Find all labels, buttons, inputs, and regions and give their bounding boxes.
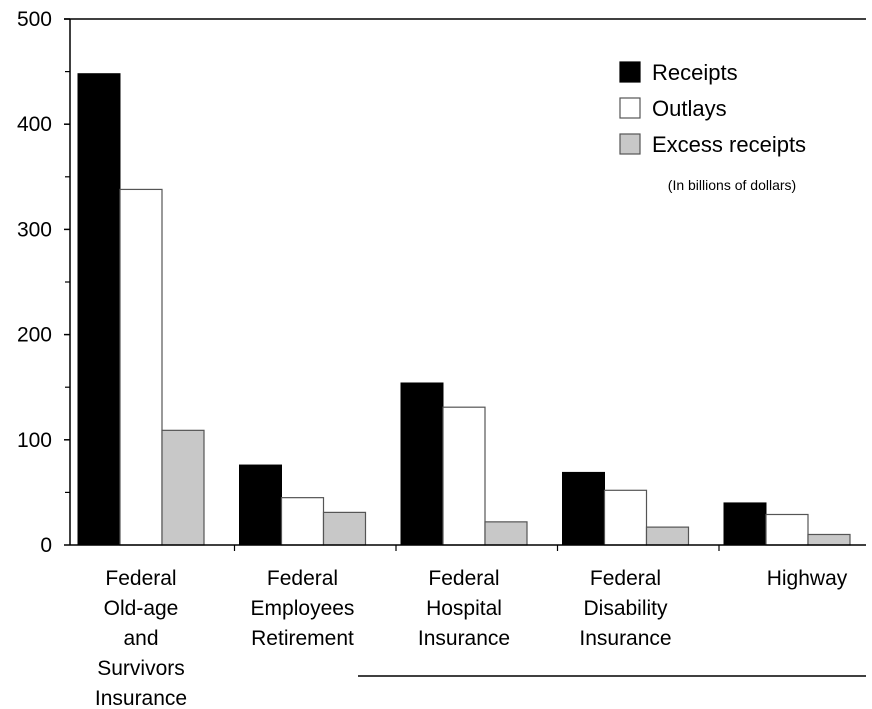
y-ticks-group: 0 100 200 300 400 500	[17, 8, 720, 557]
bar-excess-receipts-2	[484, 521, 528, 546]
units-note: (In billions of dollars)	[668, 177, 796, 193]
bar-receipts-0	[77, 73, 121, 546]
category-label-1-line-0: Federal	[267, 567, 338, 590]
bar-excess-receipts-1	[322, 511, 367, 546]
bar-excess-receipts-3	[645, 526, 690, 546]
category-label-3-line-0: Federal	[590, 567, 661, 590]
legend-label-receipts: Receipts	[652, 60, 738, 85]
bar-excess-receipts-4	[807, 533, 851, 546]
category-label-2-line-1: Hospital	[426, 597, 502, 620]
category-label-2-line-0: Federal	[428, 567, 499, 590]
y-tick-label-100: 100	[17, 429, 52, 452]
bar-outlays-4	[765, 513, 809, 546]
bar-receipts-4	[723, 502, 767, 546]
category-label-0-line-0: Federal	[105, 567, 176, 590]
category-label-1-line-2: Retirement	[251, 627, 354, 650]
legend-label-outlays: Outlays	[652, 96, 727, 121]
category-labels-group: Federal Old-age and Survivors Insurance Feder…	[95, 567, 848, 709]
category-label-0-line-1: Old-age	[104, 597, 179, 620]
bar-receipts-3	[562, 471, 605, 546]
y-tick-label-500: 500	[17, 8, 52, 31]
bar-receipts-1	[239, 464, 282, 546]
bar-outlays-0	[119, 188, 163, 546]
bar-excess-receipts-0	[161, 429, 205, 546]
y-tick-label-400: 400	[17, 113, 52, 136]
bars-group	[77, 73, 851, 546]
legend-swatch-outlays	[619, 97, 641, 119]
legend-swatch-receipts	[619, 61, 641, 83]
y-tick-label-0: 0	[40, 534, 52, 557]
category-label-0-line-4: Insurance	[95, 687, 187, 709]
y-tick-label-200: 200	[17, 324, 52, 347]
bar-receipts-2	[400, 382, 444, 546]
legend-label-excess-receipts: Excess receipts	[652, 132, 806, 157]
category-label-2-line-2: Insurance	[418, 627, 510, 650]
bar-outlays-3	[603, 489, 648, 546]
legend-swatch-excess-receipts	[619, 133, 641, 155]
category-label-4-line-0: Highway	[767, 567, 848, 590]
category-label-0-line-3: Survivors	[97, 657, 185, 680]
y-tick-label-300: 300	[17, 218, 52, 241]
category-label-3-line-1: Disability	[583, 597, 668, 620]
category-label-0-line-2: and	[123, 627, 158, 650]
bar-outlays-2	[442, 406, 486, 546]
category-label-1-line-1: Employees	[251, 597, 355, 620]
category-label-3-line-2: Insurance	[579, 627, 671, 650]
bar-outlays-1	[280, 497, 325, 546]
legend: Receipts Outlays Excess receipts	[619, 60, 806, 157]
